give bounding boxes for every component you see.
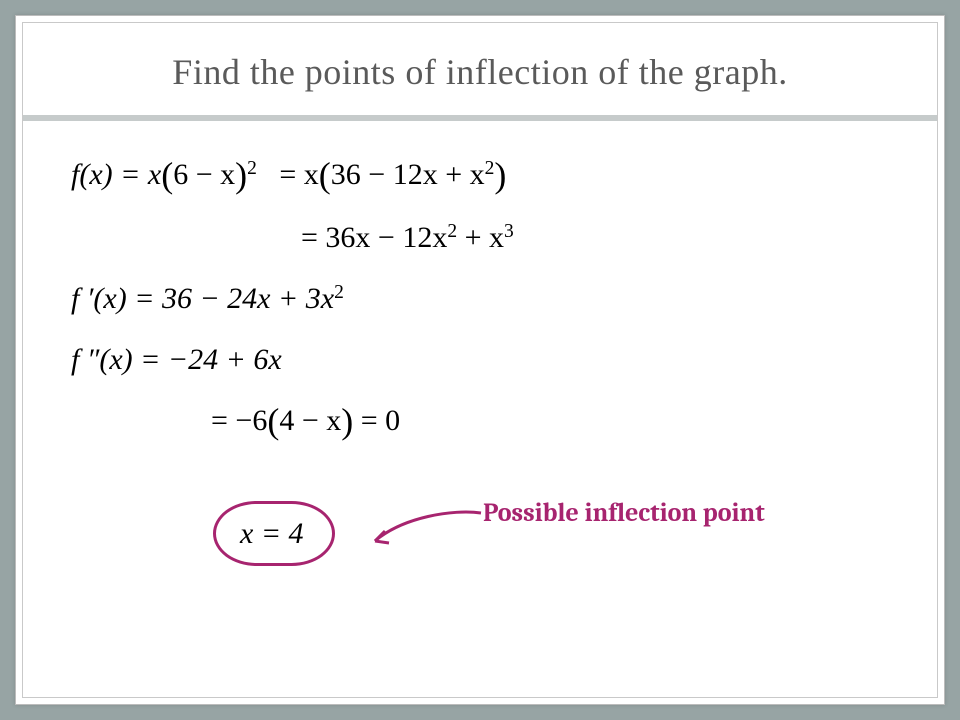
l5-eq: = 0 [353,404,400,437]
math-line-5: = −6(4 − x) = 0 [71,391,897,452]
l1-exp: 2 [247,158,257,179]
annotation-arrow [363,507,493,557]
l3-exp: 2 [334,282,344,303]
l3-body: f ′(x) = 36 − 24x + 3x [71,282,334,315]
math-line-2: = 36x − 12x2 + x3 [71,212,897,263]
l5-open: ( [267,401,279,441]
l1-lhs: f(x) = x [71,158,161,191]
math-line-1: f(x) = x(6 − x)2 = x(36 − 12x + x2) [71,145,897,206]
l1-p2-close: ) [494,155,506,195]
l5-pre: = −6 [211,404,267,437]
l1-factor: 6 − x [173,158,235,191]
l1-close: ) [235,155,247,195]
l2-body: = 36x − 12x [301,221,447,254]
title-area: Find the points of inflection of the gra… [23,23,937,115]
math-line-3: f ′(x) = 36 − 24x + 3x2 [71,273,897,324]
circled-result: x = 4 [213,501,335,566]
l2-exp2: 3 [504,221,514,242]
math-line-4: f ″(x) = −24 + 6x [71,334,897,385]
l4-body: f ″(x) = −24 + 6x [71,343,282,376]
l2-exp1: 2 [447,221,457,242]
l1-in-exp: 2 [485,158,495,179]
l2-plus: + x [457,221,504,254]
slide-title: Find the points of inflection of the gra… [43,51,917,93]
l5-close: ) [341,401,353,441]
circled-text: x = 4 [240,517,304,550]
l1-p2-open: ( [319,155,331,195]
annotation-label: Possible inflection point [483,491,765,535]
l1-inside: 36 − 12x + x [331,158,485,191]
slide-inner: Find the points of inflection of the gra… [22,22,938,698]
content-area: f(x) = x(6 − x)2 = x(36 − 12x + x2) = 36… [23,121,937,478]
slide-outer: Find the points of inflection of the gra… [15,15,945,705]
arrow-path [375,512,481,541]
l1-eq-open: = x [272,158,319,191]
circled-result-wrap: x = 4 [213,501,335,566]
l5-in: 4 − x [279,404,341,437]
l1-open: ( [161,155,173,195]
